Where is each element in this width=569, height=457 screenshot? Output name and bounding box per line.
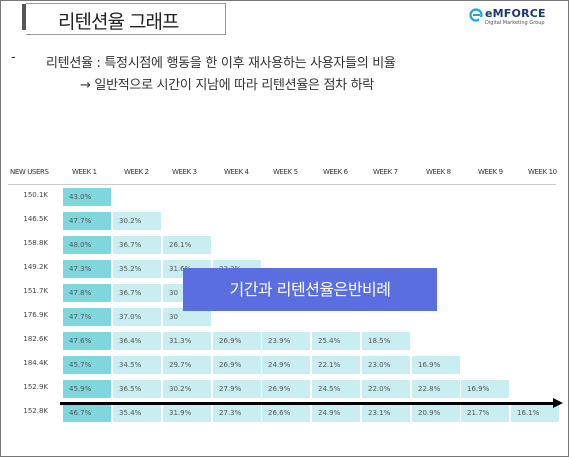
retention-cell: 29.7% — [162, 355, 212, 375]
retention-cell: 31.9% — [162, 403, 212, 423]
column-header: WEEK 3 — [172, 168, 197, 176]
new-users-value: 146.5K — [23, 215, 48, 223]
retention-cell: 16.9% — [460, 379, 510, 399]
column-header: WEEK 2 — [124, 168, 149, 176]
retention-cell: 26.9% — [212, 355, 262, 375]
retention-cell: 25.4% — [311, 331, 361, 351]
new-users-value: 158.8K — [23, 239, 48, 247]
logo-subtitle: Digital Marketing Group — [485, 20, 545, 26]
retention-cell: 47.3% — [62, 259, 112, 279]
column-header: WEEK 4 — [224, 168, 249, 176]
retention-cell: 23.9% — [261, 331, 311, 351]
column-header: WEEK 8 — [426, 168, 451, 176]
emforce-logo-icon — [469, 8, 483, 22]
retention-cell: 26.9% — [261, 379, 311, 399]
new-users-value: 152.9K — [23, 383, 48, 391]
callout-box: 기간과 리텐션율은반비례 — [183, 268, 437, 311]
new-users-value: 176.9K — [23, 311, 48, 319]
retention-cell: 30.2% — [162, 379, 212, 399]
retention-cell: 24.9% — [261, 355, 311, 375]
bullet-dash: - — [11, 50, 16, 65]
retention-cell: 45.9% — [62, 379, 112, 399]
retention-cell: 34.5% — [112, 355, 162, 375]
retention-cell: 37.0% — [112, 307, 162, 327]
title-box — [26, 3, 226, 35]
retention-cell: 18.5% — [361, 331, 411, 351]
retention-cell: 31.3% — [162, 331, 212, 351]
column-header: WEEK 1 — [72, 168, 97, 176]
title-accent-bar — [22, 4, 26, 30]
retention-cell: 36.7% — [112, 283, 162, 303]
new-users-value: 151.7K — [23, 287, 48, 295]
retention-cell: 46.7% — [62, 403, 112, 423]
logo-name: eMFORCE — [485, 7, 546, 20]
column-header: WEEK 5 — [273, 168, 298, 176]
new-users-value: 182.6K — [23, 335, 48, 343]
retention-cell: 21.7% — [460, 403, 510, 423]
retention-cell: 24.9% — [311, 403, 361, 423]
retention-cell: 22.0% — [361, 379, 411, 399]
retention-cell: 26.6% — [261, 403, 311, 423]
retention-cell: 35.2% — [112, 259, 162, 279]
retention-cell: 47.7% — [62, 307, 112, 327]
retention-cell: 47.7% — [62, 211, 112, 231]
retention-cell: 47.8% — [62, 283, 112, 303]
retention-cell: 22.1% — [311, 355, 361, 375]
retention-cell: 20.9% — [411, 403, 461, 423]
new-users-value: 150.1K — [23, 191, 48, 199]
retention-cell: 22.8% — [411, 379, 461, 399]
retention-cell: 36.7% — [112, 235, 162, 255]
retention-definition: 리텐션율 : 특정시점에 행동을 한 이후 재사용하는 사용자들의 비율 — [46, 56, 396, 71]
column-header: NEW USERS — [10, 168, 49, 176]
retention-cell: 26.9% — [212, 331, 262, 351]
retention-cell: 36.4% — [112, 331, 162, 351]
retention-cell: 26.1% — [162, 235, 212, 255]
retention-cell: 43.0% — [62, 187, 112, 207]
new-users-value: 184.4K — [23, 359, 48, 367]
retention-cell: 27.3% — [212, 403, 262, 423]
retention-cell: 27.9% — [212, 379, 262, 399]
retention-cell: 23.1% — [361, 403, 411, 423]
new-users-value: 149.2K — [23, 263, 48, 271]
retention-cell: 24.5% — [311, 379, 361, 399]
retention-cell: 30.2% — [112, 211, 162, 231]
retention-cell: 47.6% — [62, 331, 112, 351]
column-header: WEEK 6 — [323, 168, 348, 176]
retention-cell: 23.0% — [361, 355, 411, 375]
slide-title: 리텐션율 그래프 — [58, 11, 179, 33]
retention-cell: 16.9% — [411, 355, 461, 375]
retention-trend-note: → 일반적으로 시간이 지남에 따라 리텐션율은 점차 하락 — [80, 78, 374, 93]
retention-cell: 36.5% — [112, 379, 162, 399]
column-header: WEEK 9 — [478, 168, 503, 176]
retention-cell: 48.0% — [62, 235, 112, 255]
arrow-head-icon — [553, 398, 563, 408]
retention-cell: 35.4% — [112, 403, 162, 423]
header-divider — [8, 184, 556, 185]
column-header: WEEK 7 — [373, 168, 398, 176]
retention-cell: 45.7% — [62, 355, 112, 375]
emforce-logo: eMFORCE Digital Marketing Group — [469, 7, 559, 29]
time-axis-arrow — [60, 402, 555, 405]
column-header: WEEK 10 — [528, 168, 557, 176]
new-users-value: 152.8K — [23, 407, 48, 415]
